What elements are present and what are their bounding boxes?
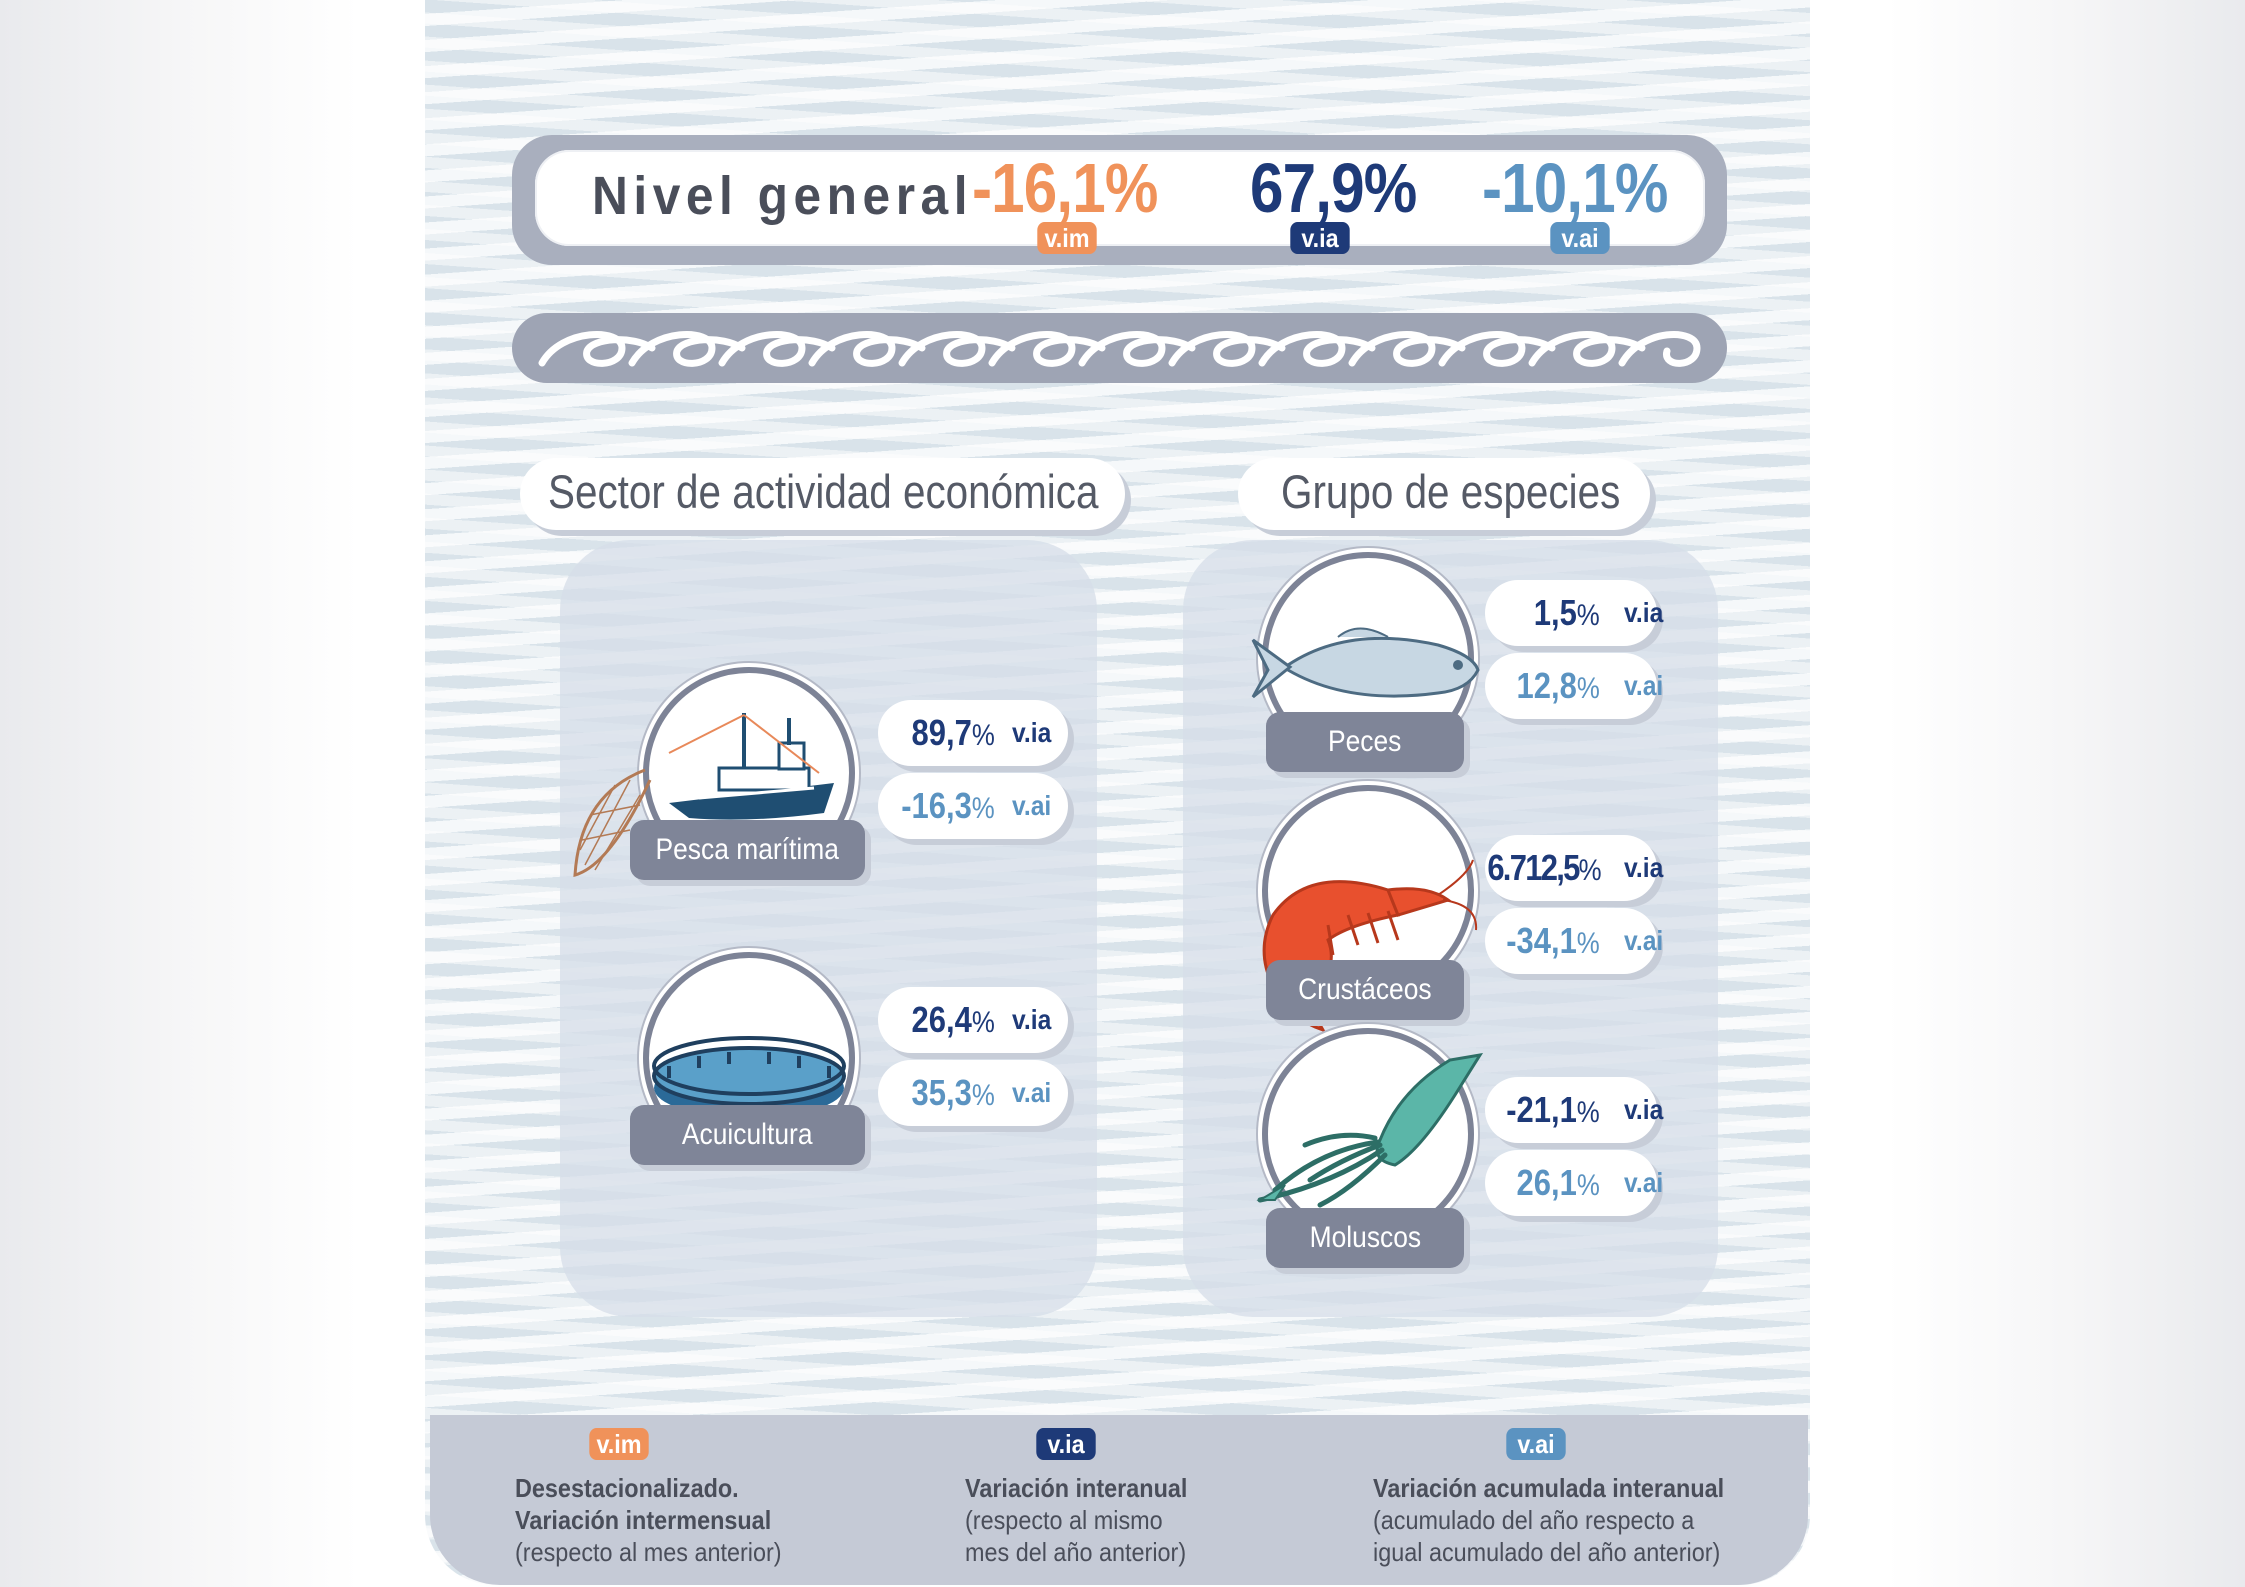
sector-title-box (520, 458, 1125, 530)
peces-via-pill (1485, 580, 1657, 646)
moluscos-vai-value: 26,1% (1516, 1162, 1600, 1203)
moluscos-vai-tag: v.ai (1624, 1167, 1664, 1198)
nivel-general-vai-value: -10,1% (1482, 149, 1668, 227)
chain-links-icon (538, 331, 1701, 367)
moluscos-label: Moluscos (1266, 1208, 1464, 1268)
via-badge: v.ia (1290, 222, 1350, 254)
peces-vai-pill (1485, 653, 1657, 719)
crustaceos-vai-tag: v.ai (1624, 925, 1664, 956)
peces-vai-tag: v.ai (1624, 670, 1664, 701)
especies-title: Grupo de especies (1281, 465, 1621, 518)
vim-badge: v.im (1037, 222, 1097, 254)
chain-decoration (512, 313, 1727, 383)
moluscos-vai-pill (1485, 1150, 1657, 1216)
acuicultura-vai-pill (878, 1060, 1068, 1126)
moluscos-via-pill (1485, 1077, 1657, 1143)
peces-via-tag: v.ia (1624, 597, 1664, 628)
squid-icon (1256, 1052, 1484, 1208)
crustaceos-via-value: 6.712,5% (1487, 847, 1602, 888)
peces-label: Peces (1266, 712, 1464, 772)
fishing-boat-icon (668, 713, 834, 820)
crustaceos-vai-pill (1485, 908, 1657, 974)
acuicultura-vai-value: 35,3% (911, 1072, 995, 1113)
moluscos-via-tag: v.ia (1624, 1094, 1664, 1125)
pesca-vai-value: -16,3% (901, 785, 995, 826)
legend-via-badge: v.ia (1036, 1428, 1096, 1460)
acuicultura-via-pill (878, 987, 1068, 1053)
peces-vai-value: 12,8% (1516, 665, 1600, 706)
fish-icon (1251, 627, 1480, 699)
sector-title: Sector de actividad económica (548, 465, 1099, 518)
fishing-net-icon (573, 768, 652, 878)
crustaceos-via-pill (1485, 835, 1657, 901)
sector-panel (560, 540, 1097, 1317)
legend-vim-badge: v.im (589, 1428, 649, 1460)
fish-farm-icon (652, 1036, 846, 1118)
pesca-vai-pill (878, 773, 1068, 839)
nivel-general-vim-value: -16,1% (972, 149, 1158, 227)
nivel-general-via-value: 67,9% (1250, 149, 1417, 227)
legend-panel (430, 1415, 1808, 1585)
pesca-via-tag: v.ia (1012, 717, 1052, 748)
nivel-general-banner (535, 150, 1705, 246)
moluscos-via-value: -21,1% (1506, 1089, 1600, 1130)
vai-badge: v.ai (1550, 222, 1610, 254)
crustaceos-vai-value: -34,1% (1506, 920, 1600, 961)
especies-title-box (1238, 458, 1650, 530)
pesca-vai-tag: v.ai (1012, 790, 1052, 821)
pesca-via-pill (878, 700, 1068, 766)
legend-via-text: Variación interanual (respecto al mismo … (965, 1473, 1188, 1567)
legend-vim-text: Desestacionalizado. Variación intermensu… (515, 1473, 782, 1567)
peces-via-value: 1,5% (1534, 592, 1600, 633)
legend-vai-text: Variación acumulada interanual (acumulad… (1373, 1473, 1725, 1567)
crustaceos-via-tag: v.ia (1624, 852, 1664, 883)
crustaceos-label: Crustáceos (1266, 960, 1464, 1020)
legend-vai-badge: v.ai (1506, 1428, 1566, 1460)
acuicultura-vai-tag: v.ai (1012, 1077, 1052, 1108)
acuicultura-via-value: 26,4% (911, 999, 995, 1040)
pesca-maritima-label: Pesca marítima (630, 820, 865, 880)
acuicultura-label: Acuicultura (630, 1105, 865, 1165)
acuicultura-via-tag: v.ia (1012, 1004, 1052, 1035)
nivel-general-label: Nivel general (592, 166, 974, 226)
pesca-via-value: 89,7% (911, 712, 995, 753)
